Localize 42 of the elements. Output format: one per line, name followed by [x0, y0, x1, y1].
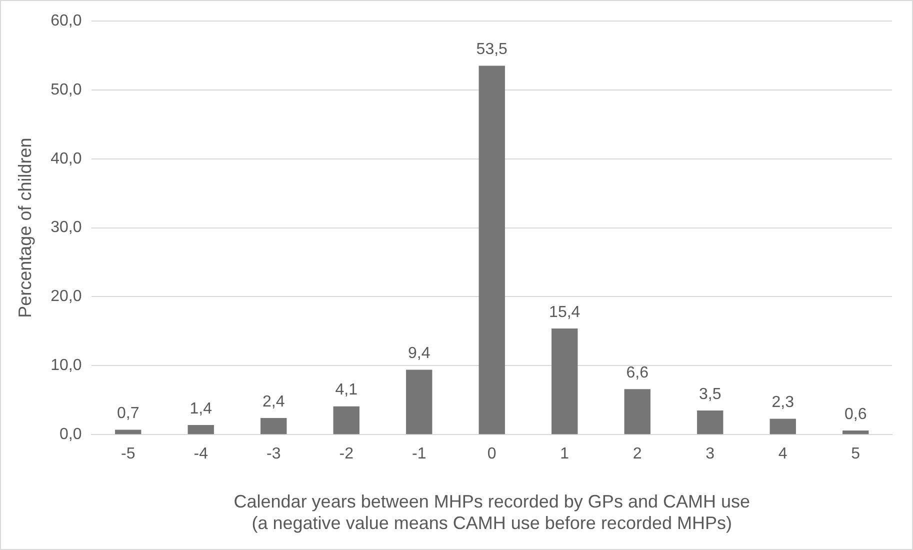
- x-tick-label: -5: [121, 446, 136, 463]
- y-axis-title: Percentage of children: [14, 138, 35, 318]
- bar: [188, 424, 214, 434]
- bar: [333, 406, 360, 434]
- x-tick-label: 4: [778, 446, 788, 463]
- y-tick-label: 10,0: [50, 357, 82, 374]
- y-tick-label: 60,0: [50, 12, 82, 30]
- x-tick-label: -3: [266, 446, 281, 463]
- y-tick-label: 20,0: [50, 288, 82, 306]
- bar: [842, 430, 869, 434]
- x-tick-label: 3: [706, 446, 715, 463]
- bar: [552, 328, 578, 434]
- y-tick-label: 0,0: [59, 426, 82, 444]
- data-label: 2,4: [262, 393, 285, 410]
- x-tick-label: 0: [487, 446, 496, 463]
- data-label: 0,6: [844, 406, 867, 423]
- bar: [115, 430, 142, 434]
- bar: [697, 410, 724, 434]
- data-label: 3,5: [699, 386, 722, 403]
- x-tick-label: 1: [560, 446, 570, 463]
- x-tick-label: 5: [851, 446, 860, 463]
- data-label: 15,4: [549, 304, 580, 321]
- bar: [406, 370, 432, 434]
- y-tick-label: 40,0: [50, 150, 82, 168]
- data-label: 6,6: [626, 364, 649, 382]
- data-label: 9,4: [408, 345, 430, 362]
- x-tick-label: 2: [632, 446, 642, 463]
- data-label: 1,4: [190, 400, 212, 418]
- y-tick-label: 50,0: [50, 81, 82, 98]
- bar: [624, 389, 650, 434]
- bar: [770, 418, 796, 434]
- bar: [478, 66, 505, 434]
- x-axis-title: Calendar years between MHPs recorded by GPs and CAMH use (a negative value means CAMH use before recorded MHPs): [234, 492, 750, 534]
- data-label: 0,7: [116, 405, 140, 422]
- x-tick-label: -2: [339, 446, 354, 463]
- y-tick-label: 30,0: [50, 219, 82, 236]
- data-label: 2,3: [772, 394, 794, 412]
- data-label: 4,1: [335, 382, 358, 399]
- x-tick-label: -1: [412, 446, 426, 463]
- bar: [260, 418, 287, 434]
- x-tick-label: -4: [194, 446, 208, 463]
- data-label: 53,5: [476, 41, 508, 58]
